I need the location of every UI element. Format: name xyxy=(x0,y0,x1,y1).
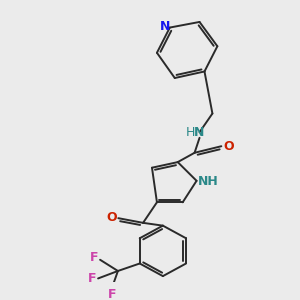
Text: O: O xyxy=(223,140,234,153)
Text: O: O xyxy=(106,211,117,224)
Text: F: F xyxy=(88,272,96,285)
Text: N: N xyxy=(194,126,205,139)
Text: N: N xyxy=(160,20,170,33)
Text: F: F xyxy=(90,251,98,264)
Text: F: F xyxy=(108,288,116,300)
Text: H: H xyxy=(186,126,195,139)
Text: NH: NH xyxy=(198,175,219,188)
